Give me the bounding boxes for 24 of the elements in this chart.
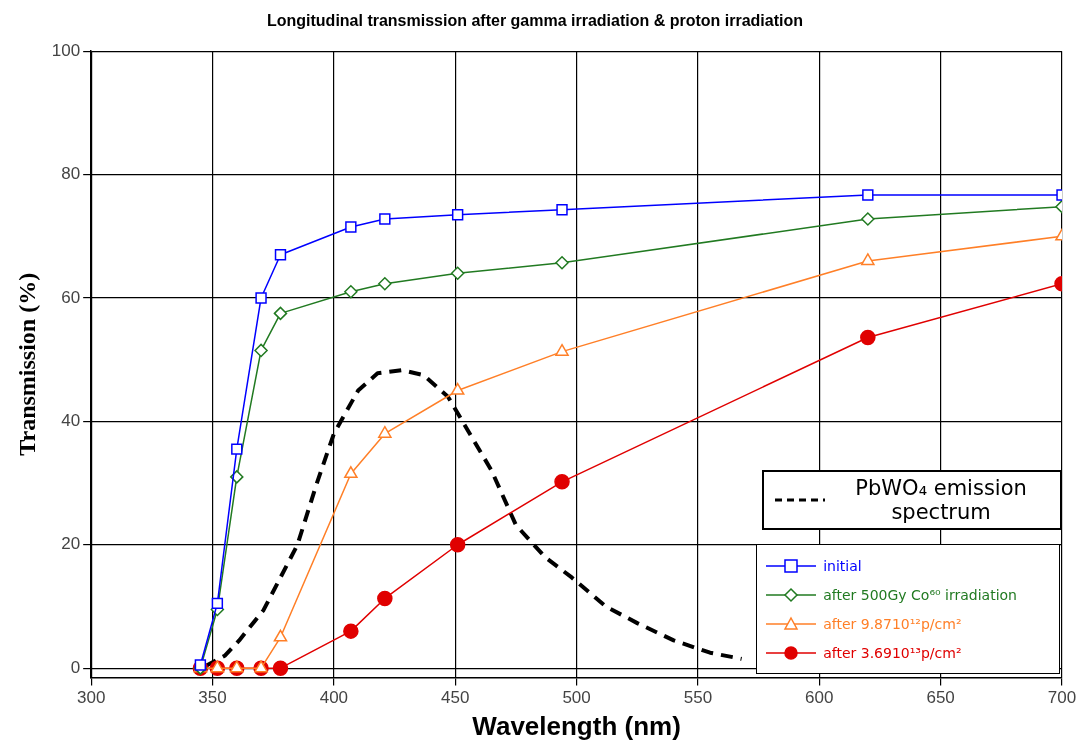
legend-box: PbWO₄ emission spectrum — [762, 470, 1062, 530]
y-tick-label: 0 — [70, 657, 81, 677]
y-tick-label: 100 — [51, 40, 81, 60]
chart-title: Longitudinal transmission after gamma irradiation & proton irradiation — [266, 12, 804, 30]
y-tick-label: 20 — [61, 534, 81, 554]
x-tick-label: 600 — [805, 688, 834, 708]
x-tick-label: 400 — [319, 688, 349, 708]
x-tick-label: 350 — [198, 688, 227, 708]
x-tick-label: 450 — [441, 688, 470, 708]
y-tick-label: 80 — [61, 164, 81, 184]
legend-label: after 500Gy Co⁶⁰ irradiation — [823, 586, 1017, 603]
y-axis-title: Transmission (%) — [13, 272, 40, 456]
x-tick-label: 650 — [926, 688, 955, 708]
x-tick-label: 550 — [683, 688, 713, 708]
legend-label: PbWO₄ emission spectrum — [854, 476, 1028, 524]
legend-label: after 9.8710¹²p/cm² — [823, 615, 962, 632]
x-tick-label: 300 — [76, 688, 106, 708]
x-axis-title: Wavelength (nm) — [472, 710, 681, 741]
legend-label: initial — [823, 557, 862, 574]
x-tick-label: 500 — [562, 688, 591, 708]
y-tick-label: 60 — [61, 287, 81, 307]
x-tick-label: 700 — [1047, 688, 1077, 708]
y-tick-label: 40 — [61, 411, 81, 431]
legend-label: after 3.6910¹³p/cm² — [823, 644, 962, 661]
